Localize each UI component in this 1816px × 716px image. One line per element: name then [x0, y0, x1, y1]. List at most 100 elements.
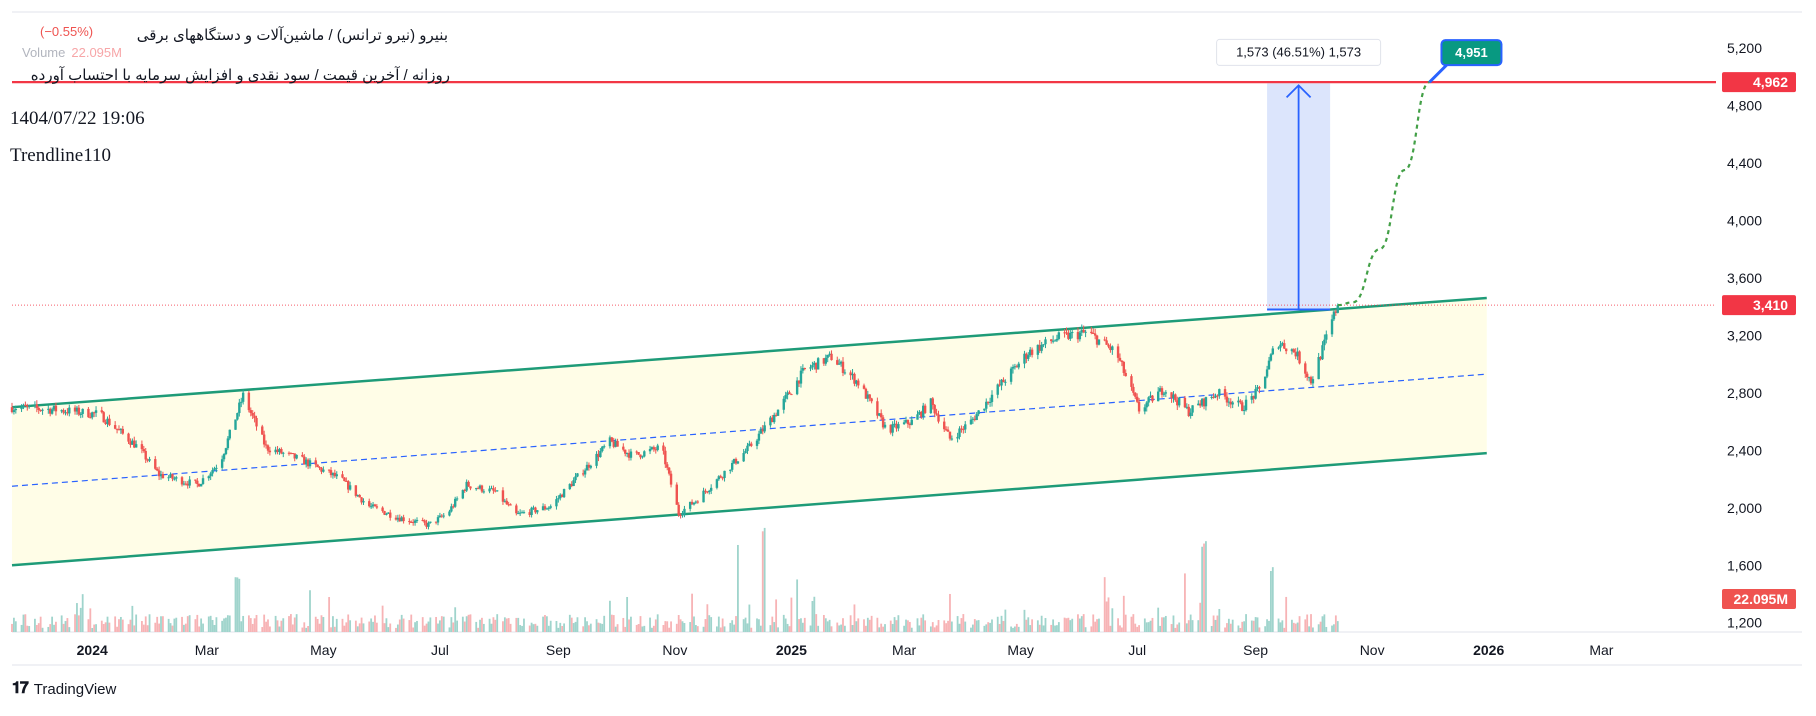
tradingview-brand[interactable]: 𝟏𝟕 TradingView: [12, 680, 116, 698]
candle-body: [935, 413, 938, 415]
volume-bar: [461, 616, 464, 632]
candle-body: [1216, 395, 1219, 397]
volume-bar: [721, 618, 724, 632]
candle-body: [81, 408, 84, 414]
volume-bar: [1170, 624, 1173, 632]
volume-bar: [523, 618, 525, 632]
candle-body: [318, 467, 321, 469]
volume-bar: [381, 605, 384, 632]
volume-bar: [1103, 577, 1106, 632]
candle-body: [608, 437, 612, 447]
volume-bar: [1044, 618, 1047, 632]
candle-body: [1132, 386, 1135, 393]
candle-body: [1332, 311, 1336, 320]
candle-body: [1156, 391, 1160, 402]
volume-bar: [1040, 615, 1043, 632]
trend-channel[interactable]: [11, 296, 1487, 567]
volume-bar: [22, 614, 25, 632]
candle-body: [436, 517, 440, 523]
channel-upper-line[interactable]: [11, 296, 1487, 409]
volume-bar: [1226, 623, 1228, 632]
candle-body: [387, 512, 390, 514]
candle-body: [988, 401, 992, 403]
candle-body: [1336, 305, 1339, 313]
volume-bar: [389, 623, 392, 632]
candle-body: [996, 384, 999, 395]
candle-body: [809, 367, 812, 369]
candle-body: [581, 473, 585, 475]
volume-bar: [1071, 618, 1074, 632]
candle-body: [750, 443, 753, 446]
candle-body: [889, 424, 892, 433]
candle-body: [669, 473, 673, 485]
volume-bar: [1098, 618, 1100, 632]
candlesticks: [10, 303, 1339, 530]
volume-bar: [970, 627, 972, 632]
candle-body: [1311, 379, 1315, 384]
volume-bar: [322, 617, 325, 632]
volume-bar: [735, 616, 737, 632]
candle-body: [371, 504, 375, 507]
volume-bar: [481, 617, 483, 632]
volume-bar: [882, 626, 885, 632]
volume-bar: [889, 620, 892, 632]
candle-body: [119, 428, 123, 430]
volume-bar: [998, 623, 1001, 632]
volume-bar: [1004, 609, 1007, 632]
candle-body: [694, 501, 698, 503]
candle-body: [1307, 377, 1311, 379]
volume-bar: [1317, 624, 1320, 632]
candle-body: [1271, 348, 1275, 355]
candle-body: [601, 446, 604, 452]
volume-bar: [1252, 620, 1255, 632]
candle-body: [662, 445, 665, 451]
candle-body: [1027, 355, 1030, 359]
volume-bar: [612, 615, 615, 632]
channel-lower-line[interactable]: [11, 451, 1487, 567]
projection-curve[interactable]: [1337, 81, 1431, 307]
candle-body: [213, 468, 216, 471]
candle-body: [106, 418, 109, 425]
candle-body: [14, 409, 18, 411]
candle-body: [501, 490, 505, 502]
volume-bar: [318, 623, 321, 632]
volume-bar: [696, 626, 699, 632]
candle-body: [20, 407, 23, 410]
volume-bar: [1254, 617, 1257, 632]
candle-body: [816, 358, 820, 370]
volume-bar: [1281, 620, 1284, 632]
candle-body: [249, 410, 252, 413]
volume-bar: [519, 625, 522, 632]
candle-body: [517, 513, 520, 515]
price-range-measure[interactable]: 1,573 (46.51%) 1,573: [1216, 38, 1382, 311]
volume-bar: [358, 623, 361, 632]
candle-body: [916, 414, 919, 420]
volume-bar: [452, 622, 455, 632]
candle-body: [857, 380, 860, 386]
candle-body: [667, 467, 671, 474]
volume-bar: [584, 617, 586, 632]
volume-bar: [303, 622, 306, 632]
volume-bar: [1269, 571, 1272, 632]
volume-bar: [316, 618, 319, 632]
candle-body: [262, 434, 266, 445]
candle-body: [547, 507, 550, 509]
channel-middle-line[interactable]: [11, 373, 1487, 487]
y-tick-label: 2,400: [1727, 442, 1762, 458]
volume-bar: [599, 623, 602, 632]
volume-bar: [167, 618, 170, 632]
candle-body: [706, 491, 709, 493]
candle-body: [843, 372, 847, 374]
volume-bar: [1331, 625, 1333, 632]
volume-bar: [857, 618, 860, 632]
candle-body: [1084, 331, 1087, 333]
candle-body: [610, 437, 614, 442]
candle-body: [100, 410, 103, 413]
candle-body: [641, 456, 644, 458]
volume-bar: [826, 621, 829, 632]
level-lines[interactable]: [12, 81, 1716, 306]
volume-bar: [910, 627, 913, 632]
candle-body: [113, 425, 117, 429]
projection-path[interactable]: 4,951: [1337, 39, 1503, 307]
